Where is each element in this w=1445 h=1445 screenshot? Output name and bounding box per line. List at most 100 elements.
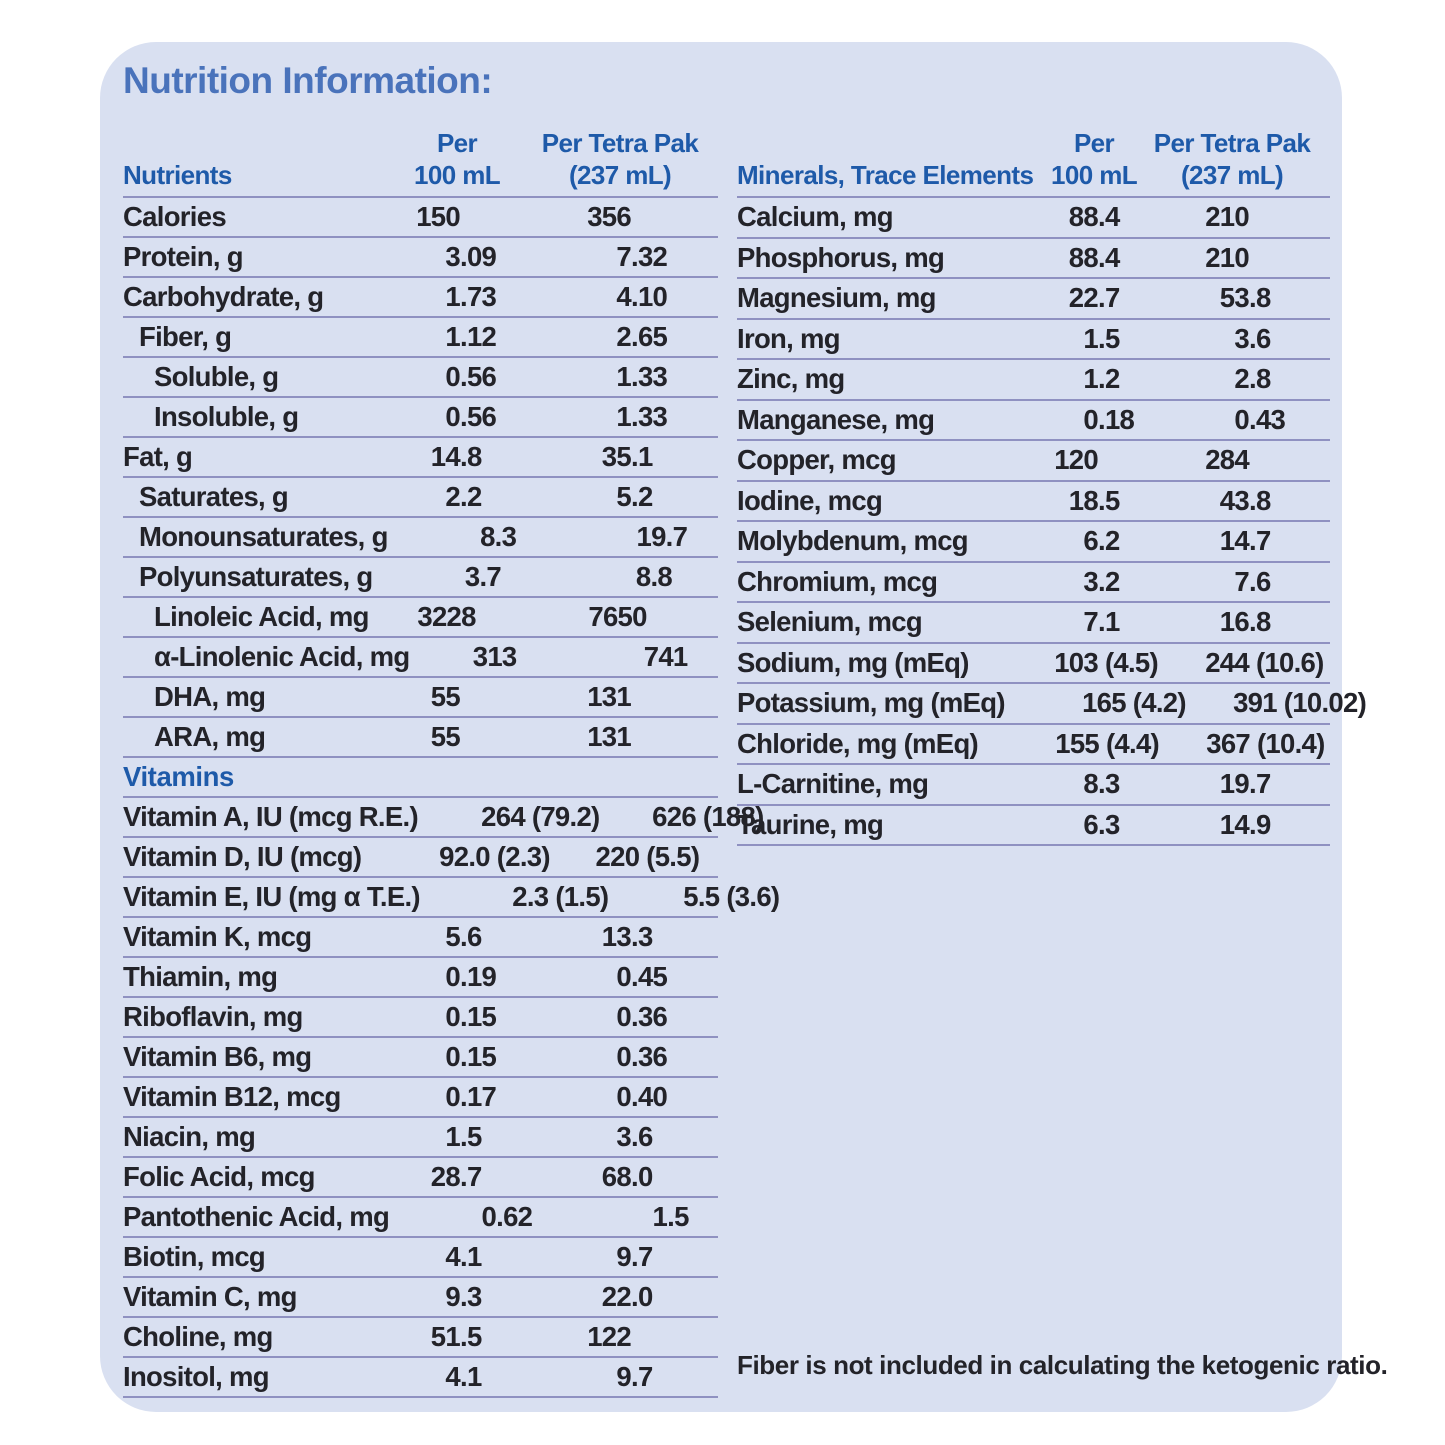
table-row: Pantothenic Acid, mg 0.62 1.5 (123, 1198, 718, 1238)
value-integer-part: 7 (1234, 565, 1249, 597)
value-fraction-part: (4.2) (1125, 687, 1187, 719)
value-per-tetra-pak: 2.65 (523, 321, 718, 353)
value-integer-part: 9 (445, 1281, 460, 1312)
value-fraction-part: .6 (631, 1121, 653, 1152)
nutrients-table: Nutrients Per 100 mL Per Tetra Pak (237 … (123, 128, 780, 1398)
value-integer-part: 0 (616, 1041, 631, 1072)
value-per-100ml: 88.4 (977, 242, 1152, 274)
value-fraction-part: .7 (460, 1161, 482, 1192)
value-per-tetra-pak: 19.7 (558, 521, 753, 553)
value-integer-part: 1 (445, 321, 460, 352)
value-integer-part: 28 (430, 1161, 461, 1192)
value-integer-part: 0 (445, 961, 460, 992)
page-title: Nutrition Information: (123, 60, 493, 101)
table-row: Iodine, mcg 18.5 43.8 (737, 482, 1330, 522)
value-per-100ml: 6.3 (977, 809, 1152, 841)
value-integer-part: 626 (652, 801, 696, 832)
value-per-tetra-pak: 122 (523, 1321, 718, 1353)
table-row: Sodium, mg (mEq) 103 (4.5) 244 (10.6) (737, 644, 1330, 684)
value-integer-part: 55 (430, 721, 461, 752)
per-100ml-header-line2: 100 mL (413, 160, 501, 190)
value-fraction-part: .2 (631, 481, 653, 512)
value-fraction-part: .3 (1098, 808, 1120, 840)
row-label: Carbohydrate, g (123, 281, 324, 312)
minerals-column-header: Minerals, Trace Elements (737, 160, 1034, 190)
table-row: Vitamin B6, mg 0.15 0.36 (123, 1038, 718, 1078)
value-per-tetra-pak: 131 (523, 721, 718, 753)
value-fraction-part: .19 (460, 961, 497, 992)
value-integer-part: 1 (1083, 363, 1098, 395)
value-per-100ml: 1.5 (977, 323, 1152, 355)
row-label: Vitamin C, mg (123, 1281, 297, 1312)
value-fraction-part: .5 (667, 1201, 689, 1232)
value-integer-part: 14 (430, 441, 461, 472)
table-row: Vitamin A, IU (mcg R.E.) 264 (79.2) 626 (1… (123, 798, 764, 838)
table-row: Vitamin E, IU (mg α T.E.) 2.3 (1.5) 5.5 (3… (123, 878, 780, 918)
value-per-100ml: 92.0 (2.3) (361, 841, 550, 873)
per-100ml-header-line1: Per (436, 128, 478, 158)
value-fraction-part: .8 (1249, 484, 1271, 516)
value-per-100ml: 55 (353, 721, 523, 753)
value-integer-part: 2 (1234, 363, 1249, 395)
table-row: DHA, mg 55 131 (123, 678, 718, 718)
value-fraction-part: .3 (460, 1281, 482, 1312)
value-integer-part: 19 (636, 521, 666, 552)
value-integer-part: 3 (445, 241, 460, 272)
value-per-tetra-pak: 1.33 (523, 401, 718, 433)
value-per-tetra-pak: 3.6 (1152, 323, 1330, 355)
value-per-100ml: 55 (353, 681, 523, 713)
value-per-tetra-pak: 367 (10.4) (1153, 728, 1331, 760)
value-fraction-part: .8 (460, 441, 482, 472)
value-per-tetra-pak: 7650 (539, 601, 734, 633)
value-per-100ml: 14.8 (353, 441, 523, 473)
table-row: Zinc, mg 1.2 2.8 (737, 360, 1330, 401)
value-fraction-part: .33 (631, 361, 668, 392)
value-fraction-part: .7 (631, 1241, 653, 1272)
table-row: Magnesium, mg 22.7 53.8 (737, 279, 1330, 320)
row-label: α-Linolenic Acid, mg (154, 641, 410, 672)
value-fraction-part: .8 (1249, 282, 1271, 314)
value-integer-part: 92 (439, 841, 469, 872)
value-fraction-part: .7 (1249, 768, 1271, 800)
table-row: Vitamin C, mg 9.3 22.0 (123, 1278, 718, 1318)
value-per-100ml: 0.15 (353, 1041, 523, 1073)
value-per-100ml: 313 (410, 641, 580, 673)
value-per-tetra-pak: 9.7 (523, 1241, 718, 1273)
value-per-tetra-pak: 0.43 (1152, 404, 1330, 436)
value-per-100ml: 2.2 (353, 481, 523, 513)
value-fraction-part: .7 (1098, 282, 1120, 314)
value-fraction-part: (4.5) (1098, 646, 1159, 678)
value-fraction-part: .0 (631, 1281, 653, 1312)
value-per-100ml: 1.5 (353, 1121, 523, 1153)
value-fraction-part: .3 (631, 921, 653, 952)
value-integer-part: 2 (445, 481, 460, 512)
per-100ml-header-line1: Per (1073, 128, 1115, 158)
table-row: Chloride, mg (mEq) 155 (4.4) 367 (10.4) (737, 725, 1331, 765)
table-row: α-Linolenic Acid, mg 313 741 (123, 638, 718, 678)
value-per-100ml: 0.19 (353, 961, 523, 993)
value-per-tetra-pak: 7.32 (523, 241, 718, 273)
value-integer-part: 19 (1219, 768, 1250, 800)
value-per-100ml: 6.2 (977, 525, 1152, 557)
value-fraction-part: .5 (3.6) (697, 881, 780, 912)
value-per-100ml: 7.1 (977, 606, 1152, 638)
value-integer-part: 43 (1219, 484, 1250, 516)
value-per-100ml: 3.7 (372, 561, 542, 593)
table-row: Biotin, mcg 4.1 9.7 (123, 1238, 718, 1278)
table-row: Manganese, mg 0.18 0.43 (737, 401, 1330, 441)
value-per-100ml: 5.6 (353, 921, 523, 953)
row-label: ARA, mg (154, 721, 266, 752)
value-per-100ml: 0.15 (353, 1001, 523, 1033)
table-row: Fat, g 14.8 35.1 (123, 438, 718, 478)
value-per-100ml: 22.7 (977, 282, 1152, 314)
value-per-100ml: 0.62 (389, 1201, 559, 1233)
value-integer-part: 0 (616, 1081, 631, 1112)
row-label: Manganese, mg (737, 403, 935, 435)
value-per-tetra-pak: 1.33 (523, 361, 718, 393)
nutrients-column-header: Nutrients (123, 160, 232, 190)
value-integer-part: 4 (445, 1361, 460, 1392)
value-fraction-part: .2 (1098, 525, 1120, 557)
row-label: Calories (123, 201, 227, 232)
value-per-100ml: 1.73 (353, 281, 523, 313)
row-label: Vitamin D, IU (mcg) (123, 841, 362, 872)
